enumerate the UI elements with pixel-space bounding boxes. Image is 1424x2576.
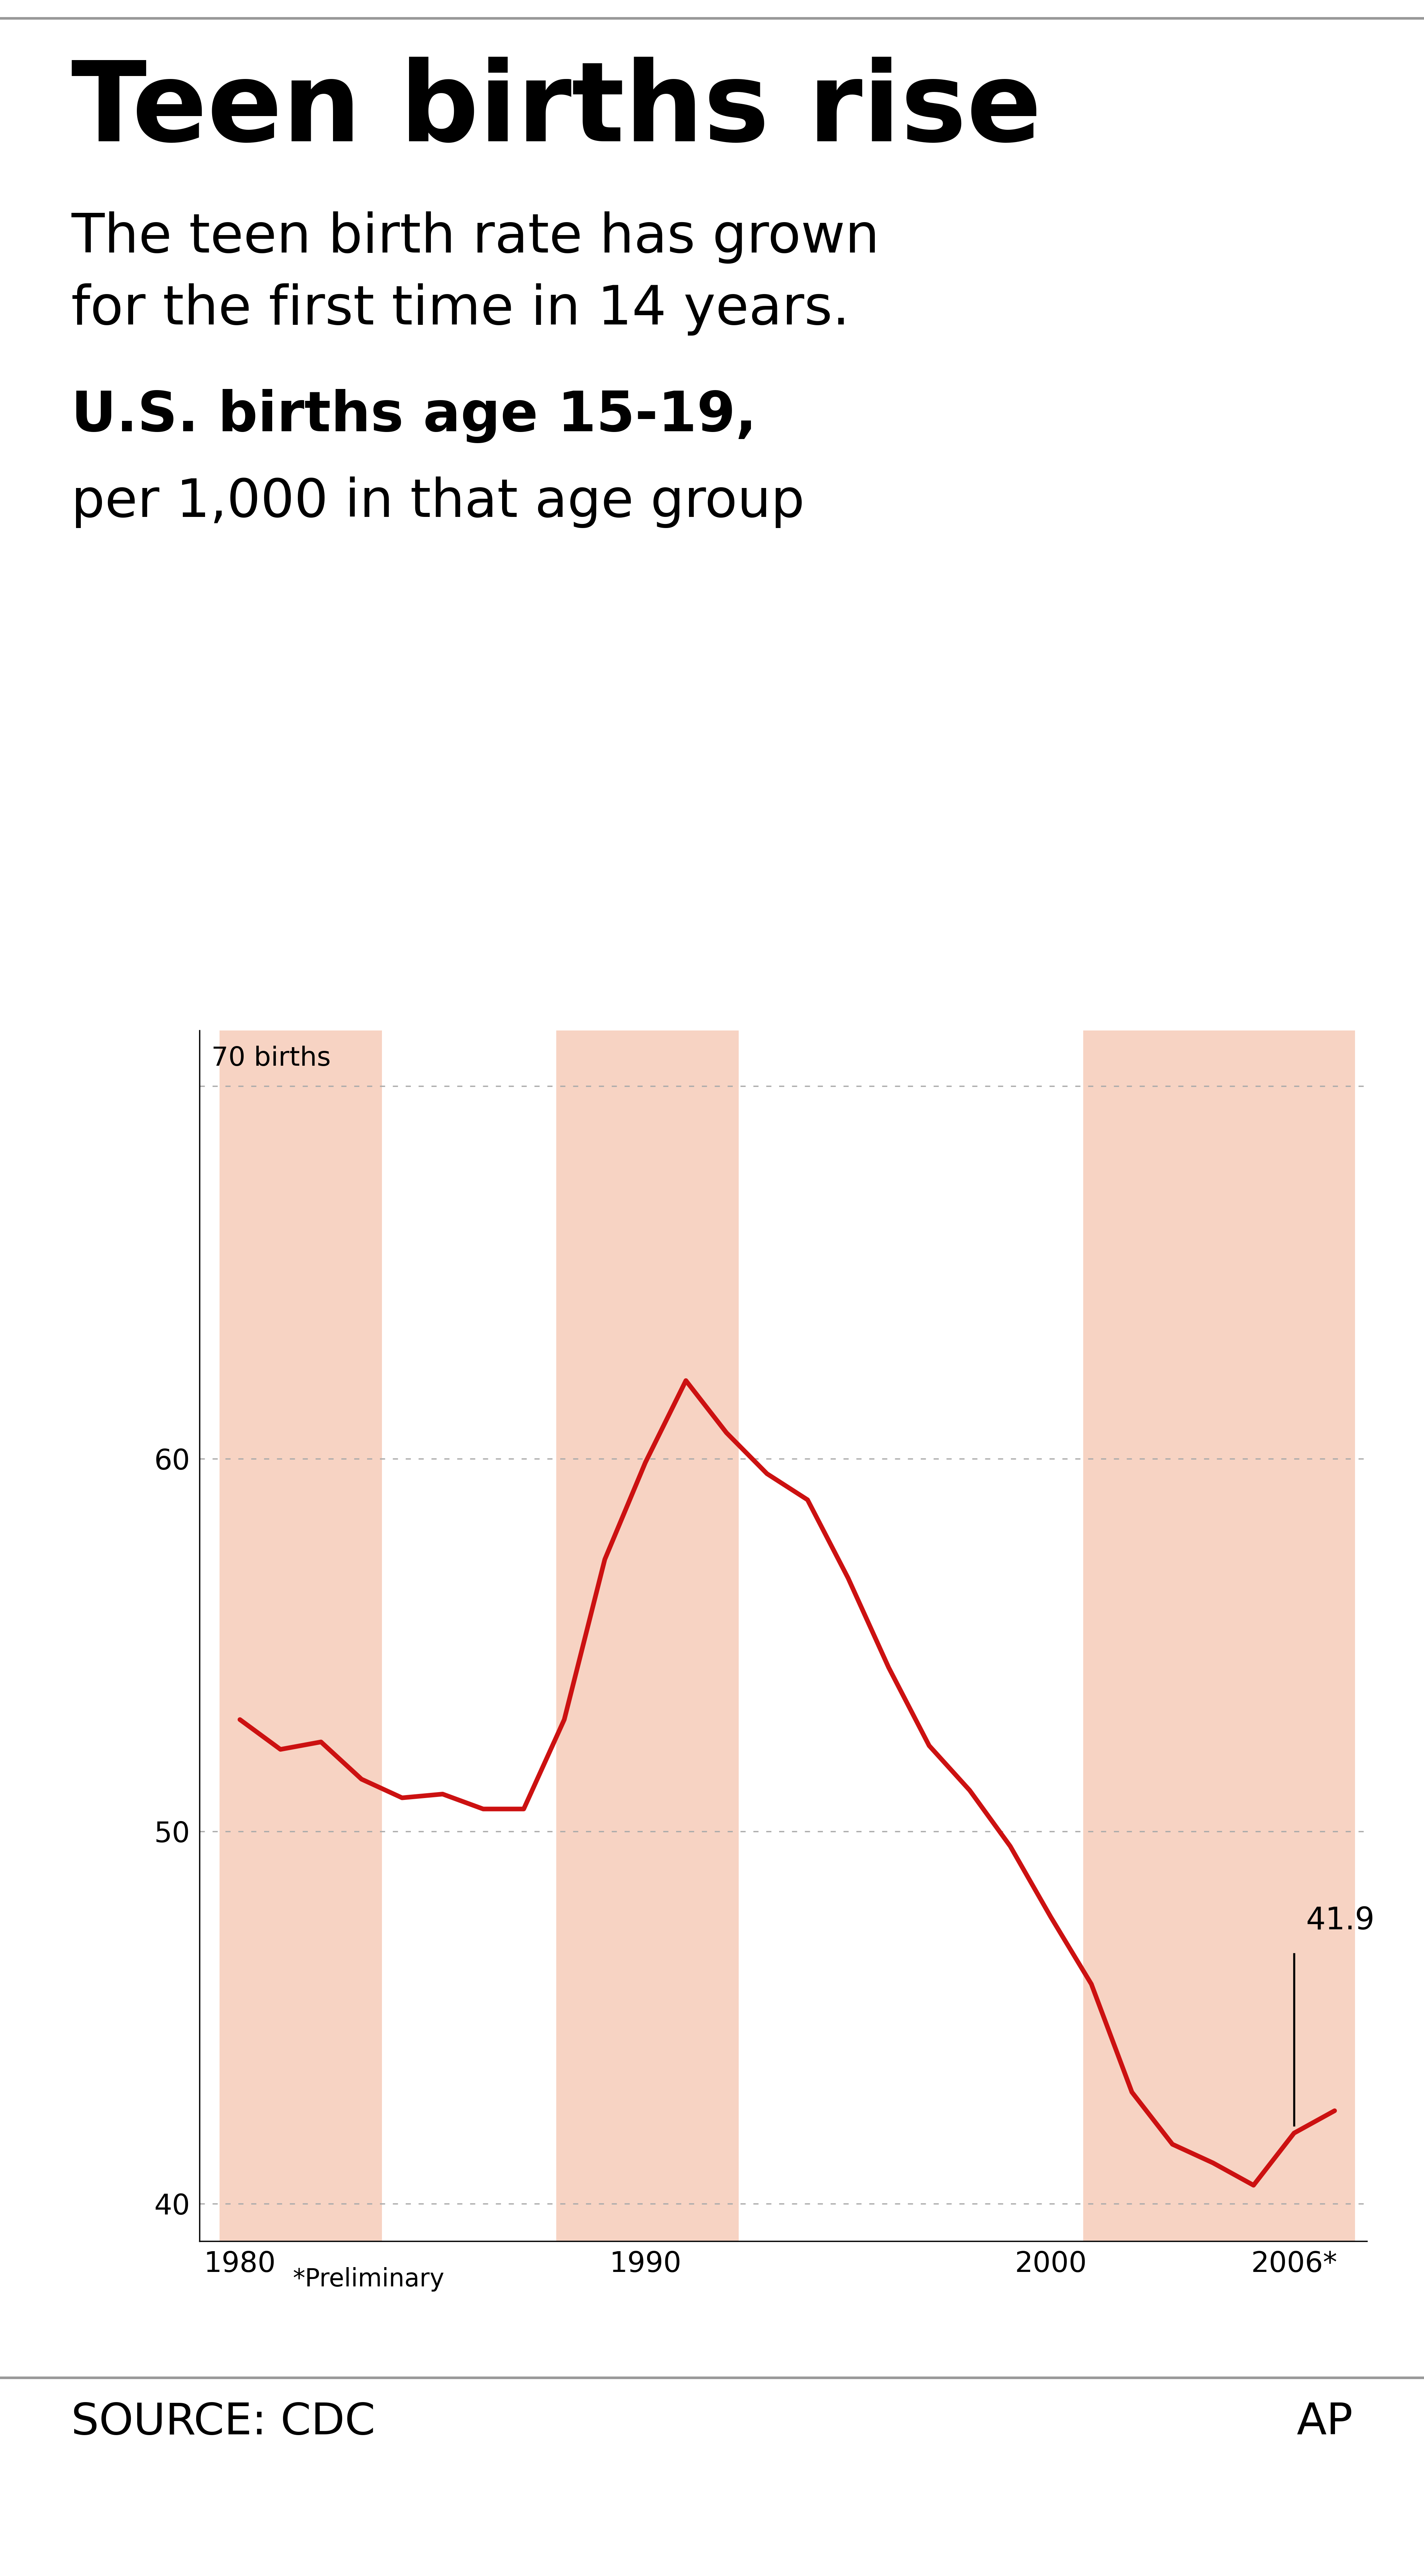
Text: 70 births: 70 births [212, 1046, 330, 1072]
Text: SOURCE: CDC: SOURCE: CDC [71, 2401, 376, 2445]
Text: per 1,000 in that age group: per 1,000 in that age group [71, 477, 805, 528]
Text: for the first time in 14 years.: for the first time in 14 years. [71, 283, 850, 335]
Text: AP: AP [1296, 2401, 1353, 2445]
Text: *Preliminary: *Preliminary [292, 2267, 444, 2293]
Text: 41.9: 41.9 [1306, 1906, 1376, 1935]
Bar [557, 1030, 739, 2241]
Bar [1084, 1030, 1354, 2241]
Text: U.S. births age 15-19,: U.S. births age 15-19, [71, 389, 756, 443]
Bar [219, 1030, 382, 2241]
Text: Teen births rise: Teen births rise [71, 57, 1041, 165]
Text: The teen birth rate has grown: The teen birth rate has grown [71, 211, 880, 263]
